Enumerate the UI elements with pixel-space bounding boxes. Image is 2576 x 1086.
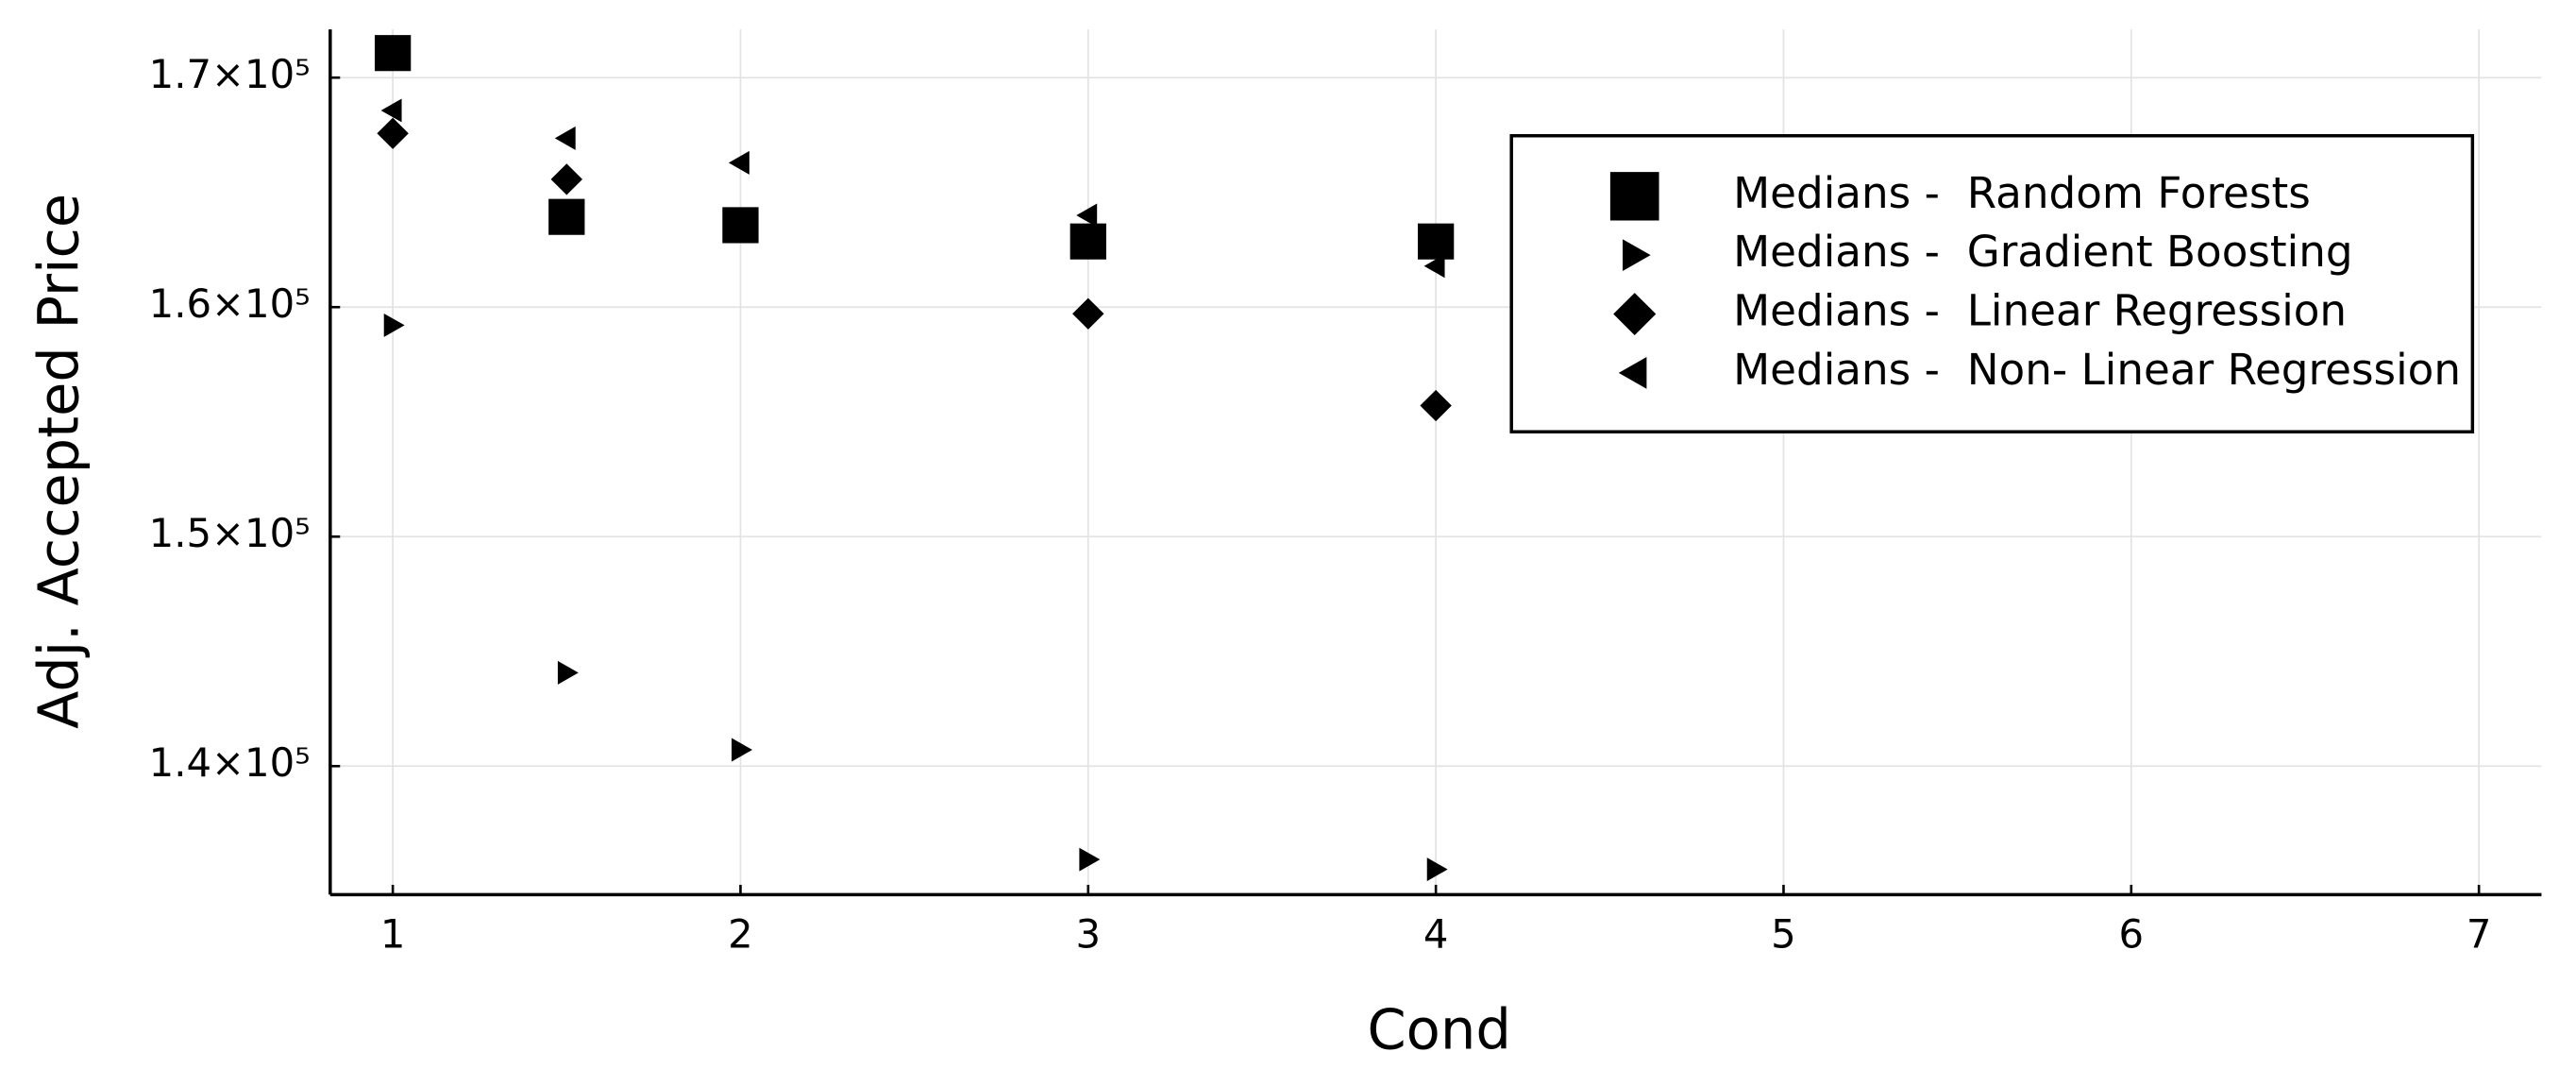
legend-label: Medians - Linear Regression (1733, 286, 2347, 336)
point (548, 198, 585, 235)
x-tick-label: 1 (380, 910, 406, 957)
x-tick-label: 7 (2467, 910, 2492, 957)
point (377, 117, 409, 149)
x-tick-label: 4 (1423, 910, 1449, 957)
x-axis-title: Cond (1367, 997, 1511, 1062)
point (728, 150, 749, 175)
y-tick-label: 1.4×10⁵ (149, 739, 311, 786)
point (722, 207, 759, 244)
legend-marker (1623, 239, 1651, 272)
point (732, 738, 752, 762)
y-tick-label: 1.5×10⁵ (149, 510, 311, 556)
point (374, 35, 412, 72)
point (554, 126, 576, 150)
x-tick-label: 5 (1771, 910, 1796, 957)
point (380, 98, 402, 123)
legend-label: Medians - Random Forests (1733, 168, 2311, 218)
legend-box (1509, 134, 2475, 433)
x-tick-label: 3 (1076, 910, 1102, 957)
legend-label: Medians - Gradient Boosting (1733, 227, 2352, 277)
legend-marker (1618, 357, 1647, 389)
point (1079, 847, 1101, 872)
point (1426, 857, 1448, 882)
point (1069, 223, 1106, 260)
point (1420, 389, 1452, 422)
point (557, 660, 579, 685)
point (1076, 203, 1098, 228)
legend-marker (1609, 172, 1659, 221)
y-axis-title: Adj. Accepted Price (25, 194, 91, 729)
point (550, 163, 583, 195)
point (1423, 254, 1445, 279)
point (383, 313, 405, 337)
x-tick-label: 6 (2119, 910, 2145, 957)
y-tick-label: 1.7×10⁵ (149, 51, 311, 97)
point (1072, 297, 1104, 330)
legend-label: Medians - Non- Linear Regression (1733, 345, 2461, 395)
legend-marker (1613, 293, 1657, 335)
x-tick-label: 2 (728, 910, 753, 957)
y-tick-label: 1.6×10⁵ (149, 280, 311, 327)
point (1417, 223, 1455, 260)
